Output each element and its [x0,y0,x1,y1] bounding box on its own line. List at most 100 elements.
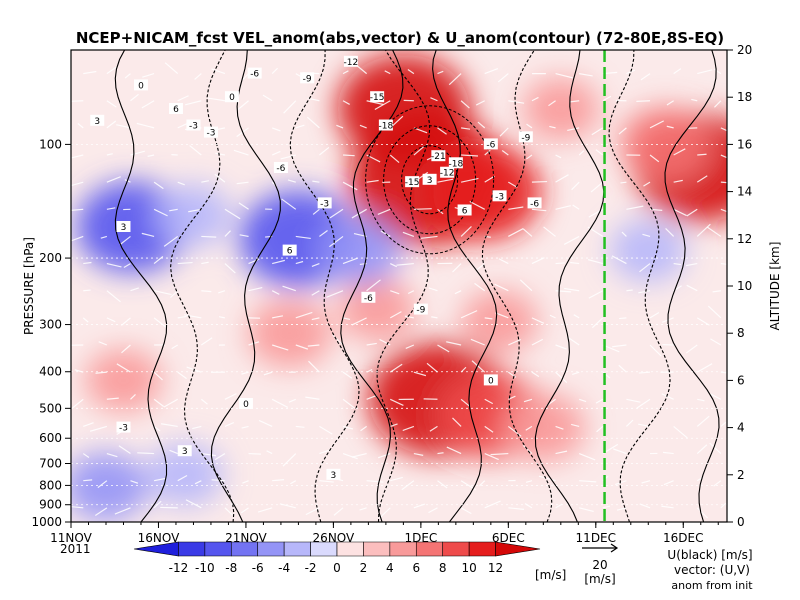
pressure-axis: 100 200 300 400 500 600 700 800 900 1000 [31,137,71,529]
contour-label: 3 [422,173,437,186]
wind-vector [351,452,367,458]
wind-vector [83,289,91,292]
wind-vector [200,398,208,405]
wind-vector [413,371,427,377]
wind-vector [555,344,567,350]
wind-vector [428,287,438,292]
contour-label-text: -21 [431,152,446,162]
x-axis: 11NOV 16NOV 21NOV 26NOV 1DEC 6DEC 11DEC 16DEC [50,522,719,545]
wind-vector [402,231,415,238]
wind-vector [548,100,556,107]
wind-vector [524,503,533,509]
wind-vector [572,204,580,210]
wind-vector [590,181,604,193]
colorbar-label: 4 [386,561,394,575]
wind-vector [588,290,604,299]
wind-vector [94,507,108,516]
wind-vector [342,425,354,430]
wind-vector [390,398,404,406]
contour-label-text: 0 [243,400,249,410]
contour-label: -18 [449,157,463,169]
wind-vector [329,208,344,219]
anomaly-blob [317,216,402,285]
wind-vector [262,94,273,102]
wind-vector [508,100,525,104]
wind-vector [555,450,568,455]
wind-vector [484,453,499,461]
wind-vector [616,507,627,511]
wind-vector [471,360,486,373]
wind-vector [612,344,627,348]
wind-vector [621,231,627,237]
wind-vector [333,507,344,516]
wind-vector [177,95,189,102]
contour-label-text: -3 [206,129,215,139]
colorbar-swatch [336,541,364,557]
wind-vector [389,311,402,319]
x-tick-label: 11NOV [50,531,92,545]
wind-vector [77,123,84,129]
wind-vector [611,255,627,265]
wind-vector [543,226,556,237]
wind-vector [240,507,249,514]
wind-vector [508,181,518,188]
wind-vector [124,73,131,79]
contour-label-text: -6 [530,199,539,209]
wind-vector [280,154,296,160]
wind-vector [662,451,674,455]
wind-vector [100,235,108,239]
contour-label-text: 0 [229,93,235,103]
pressure-tick-label: 600 [39,431,62,445]
wind-vector [640,73,651,81]
wind-vector [238,202,249,210]
wind-vector [130,93,139,102]
wind-vector [336,124,344,129]
wind-vector [494,283,509,292]
wind-vector [538,475,556,482]
colorbar-swatch [257,541,285,557]
wind-vector [287,179,296,183]
wind-vector [366,480,384,483]
wind-vector [295,124,305,129]
wind-vector [130,150,145,156]
wind-vector [389,263,397,268]
pressure-gridlines [71,143,727,522]
wind-vector [507,371,517,378]
wind-vector [378,507,391,519]
u-contour-line [534,50,605,522]
wind-vector [183,314,202,319]
wind-vector [525,480,533,483]
wind-vector [508,228,524,237]
wind-vector [413,503,426,509]
wind-vector [224,208,241,220]
colorbar-label: 0 [333,561,341,575]
wind-vector [470,338,485,346]
wind-vector [713,480,722,487]
wind-vector [613,448,627,455]
altitude-tick-label: 4 [737,421,745,435]
wind-vector [469,200,485,210]
wind-vector [263,371,273,376]
contour-label-text: 3 [121,223,127,233]
wind-vector [189,145,202,156]
wind-vector [342,70,349,75]
wind-vector [460,100,470,109]
contour-label-text: -6 [364,294,373,304]
wind-vector [82,317,89,323]
wind-vector [136,122,155,129]
wind-vector [384,70,391,75]
contour-label: -3 [492,190,507,202]
wind-vector [215,152,226,156]
wind-vector [390,290,400,295]
colorbar-swatch [468,541,496,557]
vector-ref-value: 20 [592,558,607,572]
colorbar-swatch [230,541,259,557]
pressure-axis-label: PRESSURE [hPa] [22,237,36,335]
wind-vector [377,208,391,216]
contour-label: -9 [518,131,533,143]
contour-label: -6 [247,67,262,80]
contour-label-text: -9 [416,306,425,316]
wind-vector [98,341,108,346]
wind-vector [130,480,139,484]
wind-vector [508,507,525,510]
